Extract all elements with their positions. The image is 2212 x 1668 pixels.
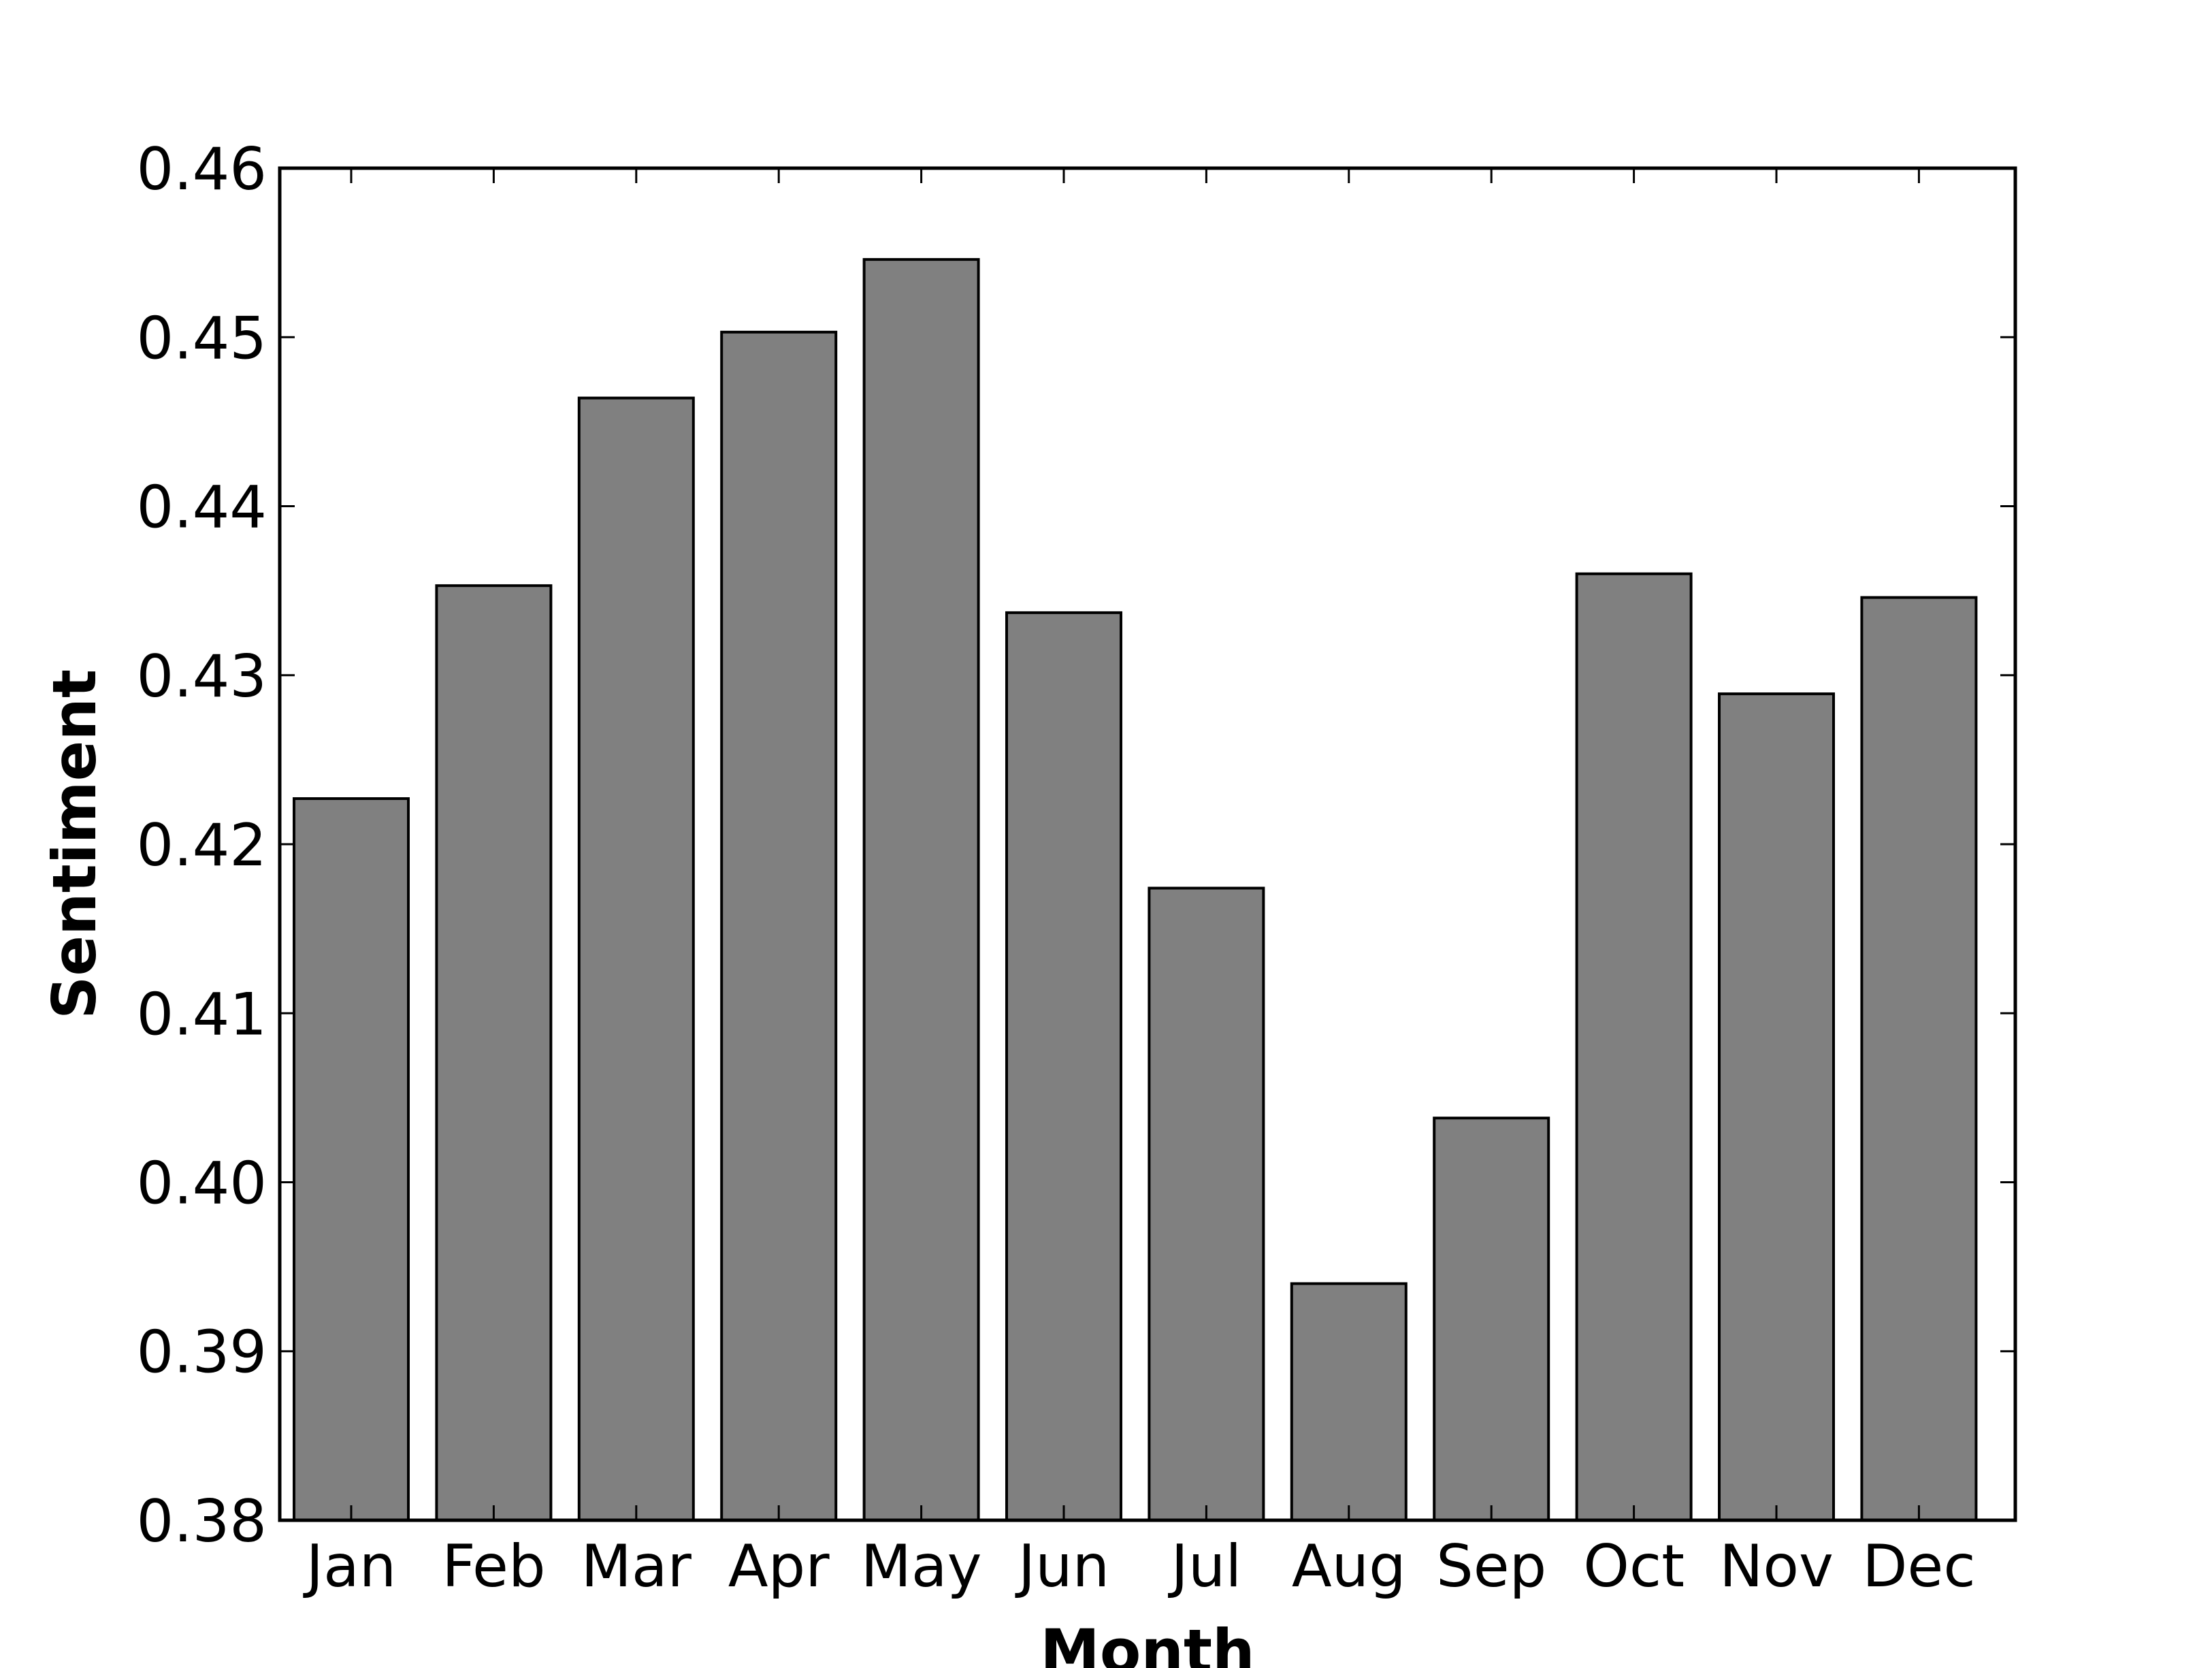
plot-frame [278,166,2017,1522]
x-tick-label-nov: Nov [1719,1533,1834,1601]
y-tick-label: 0.39 [137,1319,267,1387]
x-tick-label-oct: Oct [1583,1533,1685,1601]
bar-jul [1148,886,1265,1522]
x-tick-labels: Jan Feb Mar Apr May Jun Jul Aug Sep Oct Nov Dec [303,1533,1976,1601]
x-tick-label-mar: Mar [581,1533,692,1601]
x-tick-label-sep: Sep [1436,1533,1546,1601]
x-tick-label-jul: Jul [1168,1533,1242,1601]
y-tick-label: 0.45 [137,304,267,372]
y-tick-labels: 0.38 0.39 0.40 0.41 0.42 0.43 0.44 0.45 0.46 [137,135,267,1556]
x-tick-label-jan: Jan [303,1533,397,1601]
bar-feb [435,584,553,1522]
y-tick-label: 0.41 [137,980,267,1048]
x-tick-label-aug: Aug [1292,1533,1406,1601]
x-tick-label-jun: Jun [1015,1533,1109,1601]
x-axis-title: Month [1040,1616,1254,1668]
y-tick-label: 0.42 [137,812,267,880]
bar-aug [1290,1282,1408,1522]
y-axis-title: Sentiment [39,669,110,1019]
bar-apr [720,330,838,1522]
x-tick-label-may: May [861,1533,982,1601]
bar-oct [1575,572,1693,1522]
bars-layer [293,258,1978,1522]
y-tick-label: 0.43 [137,643,267,711]
y-tick-label: 0.40 [137,1150,267,1218]
x-tick-label-apr: Apr [728,1533,830,1601]
y-tick-label: 0.44 [137,474,267,542]
x-tick-label-feb: Feb [442,1533,545,1601]
y-tick-label: 0.38 [137,1488,267,1556]
bar-mar [577,396,695,1522]
bar-sep [1433,1117,1550,1522]
x-tick-label-dec: Dec [1862,1533,1975,1601]
bar-dec [1860,596,1978,1522]
y-tick-label: 0.46 [137,135,267,204]
bar-may [862,258,980,1522]
bar-jun [1005,611,1122,1522]
bar-nov [1718,692,1835,1522]
bar-jan [293,797,410,1522]
